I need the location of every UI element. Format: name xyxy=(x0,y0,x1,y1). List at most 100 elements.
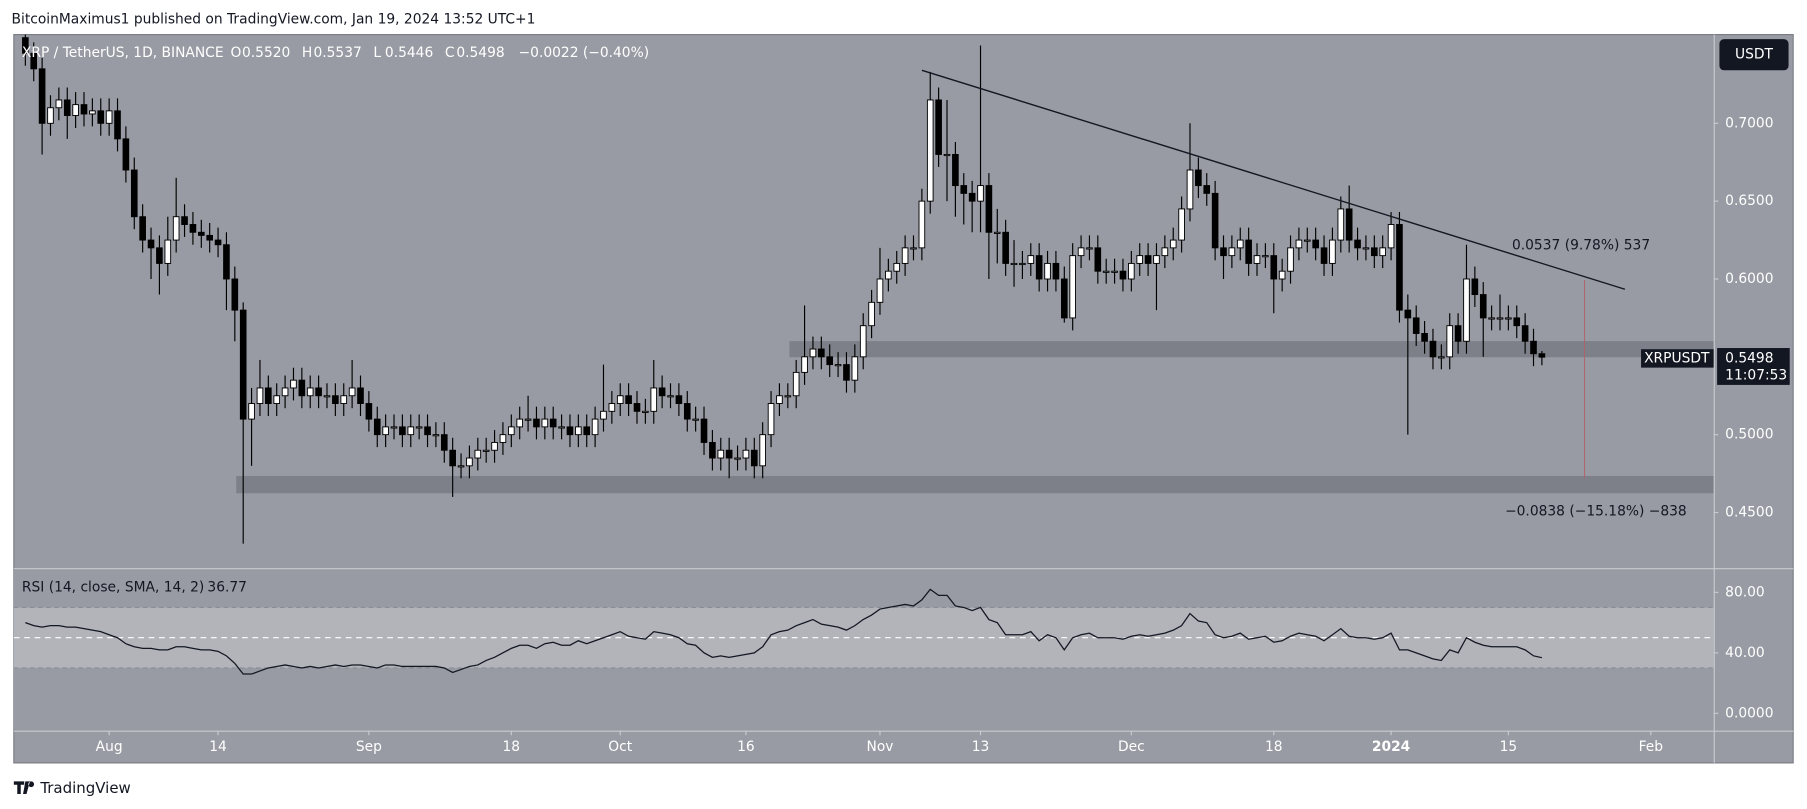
candle-body xyxy=(1446,325,1454,358)
candle-body xyxy=(72,104,79,116)
legend-value: 0.5446 xyxy=(385,45,433,61)
candle-body xyxy=(1186,169,1194,210)
rsi-title: RSI (14, close, SMA, 14, 2) xyxy=(22,580,204,596)
candle-body xyxy=(89,110,96,115)
candle-body xyxy=(1228,247,1236,257)
candle-body xyxy=(223,244,230,280)
candle-body xyxy=(851,356,859,381)
candle-body xyxy=(1354,239,1361,249)
candle-body xyxy=(1169,239,1177,249)
candle-body xyxy=(273,395,281,404)
candle-body xyxy=(63,99,71,116)
candle-body xyxy=(1077,247,1085,257)
candle-body xyxy=(172,216,180,241)
candle-body xyxy=(734,457,741,460)
candle-body xyxy=(1144,255,1152,264)
candle-body xyxy=(985,185,993,233)
candle-body xyxy=(1479,294,1487,319)
candle-body xyxy=(566,426,574,436)
candle-body xyxy=(1119,270,1127,280)
candle-body xyxy=(214,239,222,246)
candle-body xyxy=(1153,255,1160,264)
candle-body xyxy=(1136,255,1144,264)
candle-body xyxy=(943,153,951,157)
candle-body xyxy=(499,434,507,443)
candle-body xyxy=(1086,247,1093,250)
candle-body xyxy=(1094,247,1102,272)
x-tick-label: 2024 xyxy=(1372,739,1410,755)
candle-body xyxy=(968,192,976,202)
countdown: 11:07:53 xyxy=(1725,368,1787,384)
candle-body xyxy=(440,434,448,451)
trendline xyxy=(921,69,1626,290)
x-tick-label: 14 xyxy=(209,739,227,755)
logo xyxy=(13,781,35,795)
candle-body xyxy=(759,434,766,467)
candle-body xyxy=(1488,317,1495,320)
candle-body xyxy=(114,110,121,140)
candle-body xyxy=(474,449,482,459)
y-tick-label: 0.7000 xyxy=(1725,115,1773,131)
candle-body xyxy=(340,395,348,404)
candle-body xyxy=(491,441,498,451)
candle-body xyxy=(859,325,867,358)
candle-body xyxy=(633,403,641,412)
legend-value: 0.5498 xyxy=(456,45,504,61)
candle-body xyxy=(558,426,565,429)
candle-body xyxy=(415,426,423,429)
candle-body xyxy=(843,364,850,381)
candle-body xyxy=(1044,262,1051,280)
support-zone xyxy=(789,341,1714,358)
candle-body xyxy=(818,348,825,358)
candle-body xyxy=(130,169,138,218)
candle-body xyxy=(533,418,540,428)
candle-body xyxy=(164,239,172,264)
candle-body xyxy=(658,387,666,397)
candle-body xyxy=(792,371,800,397)
candle-body xyxy=(776,395,783,404)
y-tick-label: 0.5000 xyxy=(1725,427,1773,443)
currency[interactable]: USDT xyxy=(1735,47,1774,63)
candle-body xyxy=(1538,353,1546,358)
legend-value: 0.5520 xyxy=(242,45,290,61)
candle-body xyxy=(809,348,817,358)
candle-body xyxy=(1236,239,1244,249)
candle-body xyxy=(1069,255,1076,319)
candle-body xyxy=(189,224,197,233)
legend-key: O xyxy=(230,45,241,61)
candle-body xyxy=(993,231,1001,234)
y-tick-label: 0.6000 xyxy=(1725,271,1773,287)
price-label-box xyxy=(1717,348,1790,385)
candle-body xyxy=(1220,247,1227,257)
candle-body xyxy=(910,247,917,250)
candle-body xyxy=(105,110,113,124)
support-zone xyxy=(236,475,1714,494)
currency-button[interactable] xyxy=(1719,39,1789,71)
candle-body xyxy=(1320,247,1328,264)
candle-body xyxy=(591,418,599,436)
candle-body xyxy=(868,301,875,327)
candle-body xyxy=(608,403,616,412)
candle-body xyxy=(80,104,88,115)
candle-body xyxy=(1387,224,1395,249)
legend-key: H xyxy=(302,45,312,61)
candle-body xyxy=(675,395,683,404)
candle-body xyxy=(1438,356,1445,359)
candle-body xyxy=(1002,231,1009,264)
x-tick-label: 15 xyxy=(1500,739,1518,755)
rsi-tick-label: 0.0000 xyxy=(1725,705,1773,721)
candle-body xyxy=(935,99,942,155)
candle-body xyxy=(1454,325,1462,342)
candle-body xyxy=(1270,255,1278,280)
x-tick-label: 13 xyxy=(972,739,990,755)
candle-body xyxy=(516,418,524,428)
price-label: 0.5498 xyxy=(1725,350,1773,366)
candle-body xyxy=(600,410,607,420)
candle-body xyxy=(717,449,725,459)
candle-body xyxy=(616,395,624,404)
candle-body xyxy=(449,449,456,467)
candle-body xyxy=(1052,262,1060,280)
candle-body xyxy=(1035,255,1043,280)
candle-body xyxy=(1295,239,1303,249)
candle-body xyxy=(826,356,834,366)
